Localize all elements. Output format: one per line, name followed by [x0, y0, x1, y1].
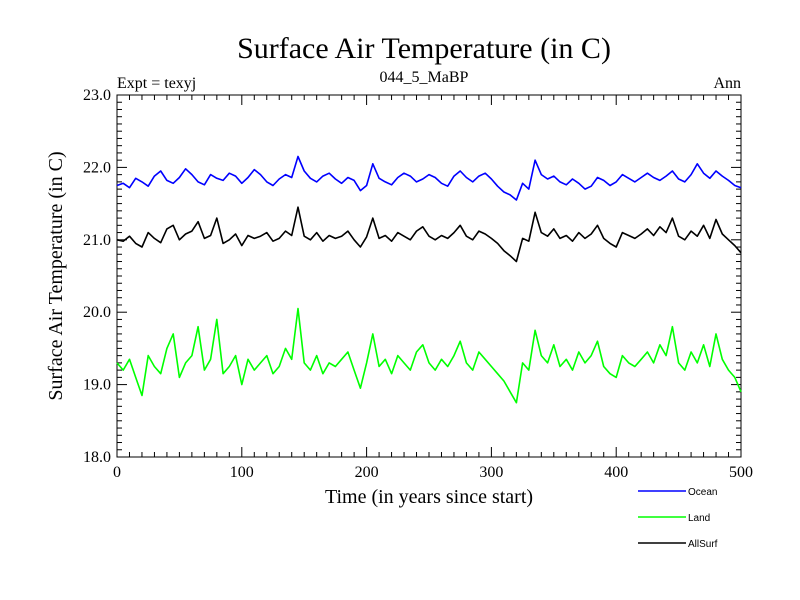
- y-axis-label: Surface Air Temperature (in C): [45, 151, 67, 400]
- y-tick-label: 18.0: [83, 449, 111, 466]
- season-label: Ann: [713, 75, 741, 92]
- y-tick-label: 21.0: [83, 232, 111, 249]
- series-line-land: [116, 307, 742, 404]
- y-tick-label: 20.0: [83, 304, 111, 321]
- plot-frame: [116, 94, 742, 458]
- x-tick-label: 200: [355, 464, 379, 481]
- legend: Ocean Land AllSurf: [638, 487, 718, 550]
- legend-label-allsurf: AllSurf: [688, 539, 718, 550]
- y-tick-label: 22.0: [83, 159, 111, 176]
- x-tick-label: 0: [113, 464, 121, 481]
- series-lines: [116, 155, 742, 404]
- chart-subtitle: 044_5_MaBP: [380, 69, 469, 86]
- x-tick-label: 400: [604, 464, 628, 481]
- y-axis: 18.0 19.0 20.0 21.0 22.0 23.0: [83, 87, 741, 466]
- y-tick-label: 23.0: [83, 87, 111, 104]
- x-tick-label: 100: [230, 464, 254, 481]
- legend-label-land: Land: [688, 513, 710, 524]
- series-line-ocean: [116, 155, 742, 201]
- x-axis-label: Time (in years since start): [325, 486, 533, 508]
- chart-title: Surface Air Temperature (in C): [237, 32, 611, 65]
- x-axis: 0 100 200 300 400 500: [113, 95, 753, 481]
- x-tick-label: 300: [479, 464, 503, 481]
- legend-label-ocean: Ocean: [688, 487, 717, 498]
- y-tick-label: 19.0: [83, 377, 111, 394]
- series-line-allsurf: [116, 206, 742, 263]
- x-tick-label: 500: [729, 464, 753, 481]
- experiment-label: Expt = texyj: [117, 75, 196, 92]
